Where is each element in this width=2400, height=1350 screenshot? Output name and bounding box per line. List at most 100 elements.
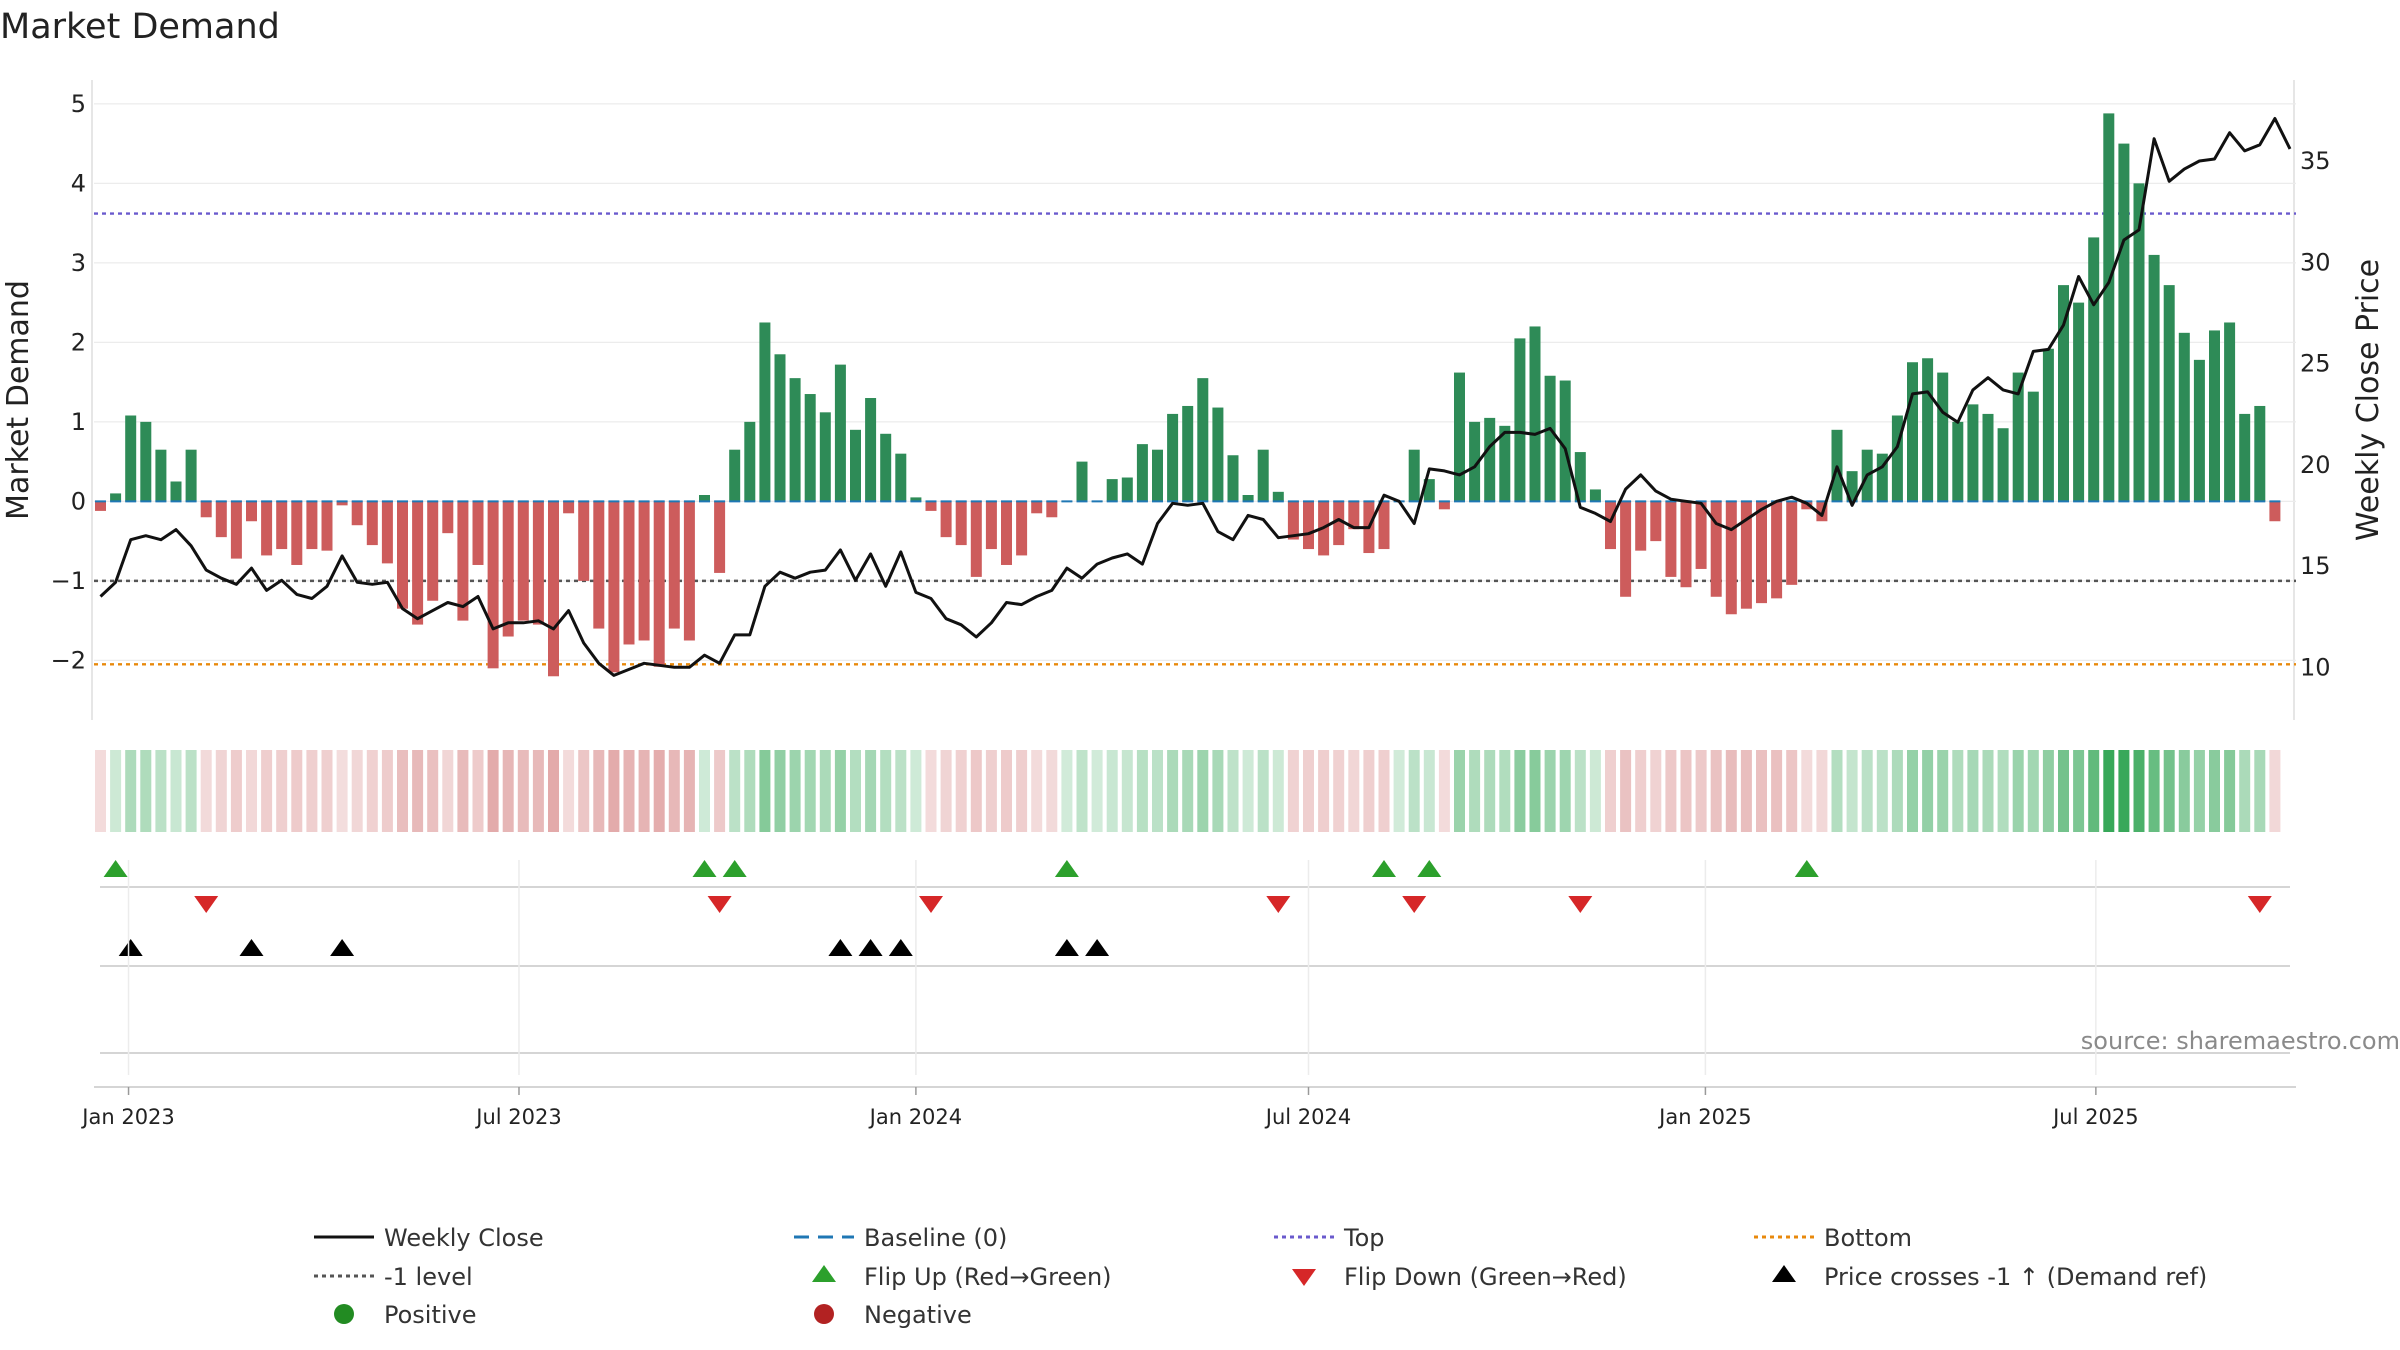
source-note: source: sharemaestro.com xyxy=(2081,1027,2400,1055)
demand-bar xyxy=(1605,501,1616,550)
heat-cell xyxy=(895,750,907,832)
demand-bar xyxy=(1438,501,1450,510)
heat-cell xyxy=(668,750,680,832)
demand-bar xyxy=(834,364,846,502)
heat-cell xyxy=(789,750,801,832)
demand-bar xyxy=(940,501,952,538)
heat-cell xyxy=(1484,750,1496,832)
demand-bar xyxy=(865,398,877,502)
heat-cell xyxy=(683,750,695,832)
demand-bar xyxy=(1348,501,1360,530)
heat-cell xyxy=(125,750,137,832)
date-tick-label: Jan 2025 xyxy=(1657,1105,1752,1129)
demand-bar xyxy=(1620,501,1632,597)
heat-cell xyxy=(1227,750,1239,832)
legend-item: Weekly Close xyxy=(314,1224,544,1252)
heat-cell xyxy=(1106,750,1118,832)
demand-bar xyxy=(1559,380,1571,502)
legend-label: Negative xyxy=(864,1301,972,1329)
heat-cell xyxy=(1740,750,1752,832)
legend-label: Flip Up (Red→Green) xyxy=(864,1263,1112,1291)
demand-bar xyxy=(1454,372,1465,502)
demand-bar xyxy=(1801,501,1813,510)
demand-bar xyxy=(1303,501,1314,550)
heat-cell xyxy=(1982,750,1994,832)
demand-bar xyxy=(1650,501,1662,542)
heat-cell xyxy=(2254,750,2266,832)
heat-cell xyxy=(1408,750,1420,832)
demand-bar xyxy=(683,501,695,641)
heat-cell xyxy=(1605,750,1616,832)
heat-cell xyxy=(2118,750,2130,832)
heat-cell xyxy=(1121,750,1133,832)
demand-bar xyxy=(2042,348,2054,502)
demand-heat-strip xyxy=(95,750,2281,832)
demand-bar xyxy=(2133,183,2145,502)
heat-cell xyxy=(1695,750,1707,832)
price-cross-marker xyxy=(1085,939,1110,956)
demand-bar xyxy=(1695,501,1707,569)
heat-cell xyxy=(1876,750,1888,832)
left-tick-label: 3 xyxy=(71,249,86,277)
demand-bar xyxy=(125,415,137,502)
demand-bar xyxy=(608,501,620,673)
demand-bar xyxy=(593,501,605,629)
flip-markers-panel xyxy=(100,860,2290,913)
demand-bar xyxy=(1952,421,1964,502)
demand-bar xyxy=(427,501,439,601)
demand-bar xyxy=(1982,413,1994,502)
flip-down-marker xyxy=(1402,896,1427,913)
heat-cell xyxy=(804,750,816,832)
left-tick-label: 0 xyxy=(71,487,86,515)
heat-cell xyxy=(608,750,620,832)
legend-item: Negative xyxy=(814,1301,972,1329)
demand-bar xyxy=(336,501,348,506)
heat-cell xyxy=(1197,750,1209,832)
demand-bar xyxy=(1227,455,1239,502)
heat-cell xyxy=(306,750,318,832)
demand-bar xyxy=(2224,322,2236,502)
heat-cell xyxy=(1031,750,1043,832)
heat-cell xyxy=(1967,750,1979,832)
flip-down-marker xyxy=(919,896,943,913)
demand-bar xyxy=(744,421,756,502)
heat-cell xyxy=(155,750,167,832)
demand-bar xyxy=(774,354,786,502)
heat-cell xyxy=(1891,750,1903,832)
demand-bar xyxy=(412,501,424,625)
heat-cell xyxy=(2073,750,2085,832)
demand-bars xyxy=(95,113,2281,677)
heat-cell xyxy=(774,750,786,832)
legend-item: Bottom xyxy=(1754,1224,1912,1252)
heat-cell xyxy=(2133,750,2145,832)
heat-cell xyxy=(970,750,982,832)
right-tick-label: 35 xyxy=(2300,147,2331,175)
demand-bar xyxy=(381,501,393,564)
legend-swatch xyxy=(814,1304,834,1324)
demand-bar xyxy=(910,497,922,502)
legend-label: Baseline (0) xyxy=(864,1224,1007,1252)
heat-cell xyxy=(850,750,861,832)
heat-cell xyxy=(1303,750,1314,832)
heat-cell xyxy=(1680,750,1692,832)
heat-cell xyxy=(1816,750,1828,832)
demand-bar xyxy=(110,493,122,502)
left-tick-label: −2 xyxy=(51,646,86,674)
legend-item: Price crosses -1 ↑ (Demand ref) xyxy=(1772,1263,2207,1291)
heat-cell xyxy=(1574,750,1586,832)
heat-cell xyxy=(2148,750,2160,832)
demand-bar xyxy=(1121,477,1133,502)
heat-cell xyxy=(1378,750,1390,832)
heat-cell xyxy=(1771,750,1783,832)
heat-cell xyxy=(336,750,348,832)
flip-down-marker xyxy=(1266,896,1291,913)
legend: Weekly Close Baseline (0) Top Bottom -1 leve… xyxy=(314,1224,2207,1329)
demand-bar xyxy=(155,449,167,502)
demand-bar xyxy=(502,501,514,637)
right-tick-label: 20 xyxy=(2300,451,2331,479)
flip-up-marker xyxy=(1417,860,1442,877)
demand-bar xyxy=(548,501,559,677)
flip-up-marker xyxy=(1054,860,1079,877)
price-cross-marker xyxy=(330,939,355,956)
